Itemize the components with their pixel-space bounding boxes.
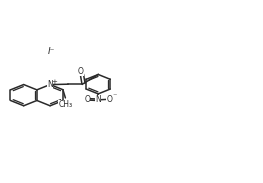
- Text: CH₃: CH₃: [58, 100, 73, 109]
- Text: O: O: [77, 67, 83, 76]
- Text: I⁻: I⁻: [48, 47, 55, 56]
- Text: N: N: [95, 95, 101, 104]
- Text: O: O: [106, 95, 112, 104]
- Text: N: N: [47, 80, 53, 89]
- Text: ⁻: ⁻: [113, 92, 117, 101]
- Text: +: +: [51, 79, 57, 85]
- Text: O: O: [84, 95, 90, 104]
